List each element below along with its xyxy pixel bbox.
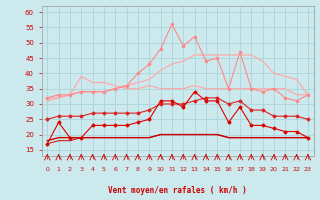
X-axis label: Vent moyen/en rafales ( km/h ): Vent moyen/en rafales ( km/h ) [108, 186, 247, 195]
